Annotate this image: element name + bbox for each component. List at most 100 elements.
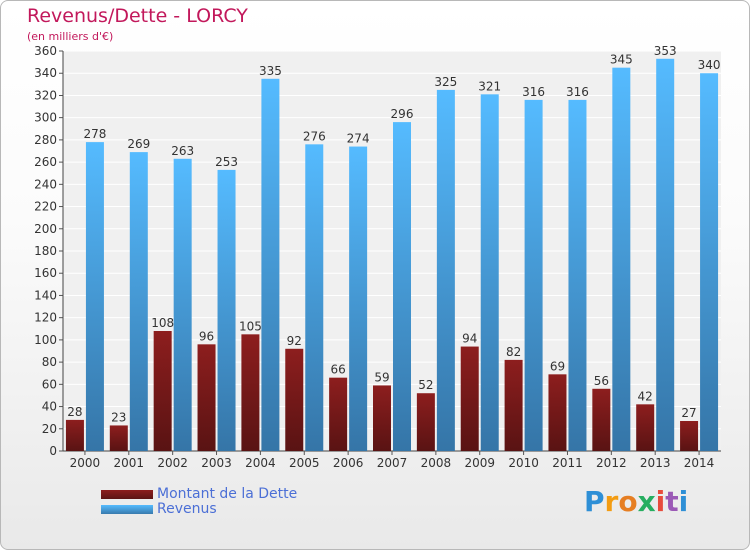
bar-revenus bbox=[261, 78, 280, 452]
data-label: 325 bbox=[434, 75, 457, 89]
data-label: 278 bbox=[83, 127, 106, 141]
y-tick-label: 340 bbox=[34, 66, 57, 80]
bar-dette bbox=[197, 344, 216, 451]
y-tick-label: 80 bbox=[42, 355, 57, 369]
bar-dette bbox=[592, 388, 611, 451]
y-tick-label: 260 bbox=[34, 155, 57, 169]
data-label: 335 bbox=[259, 64, 282, 78]
x-tick-label: 2003 bbox=[201, 456, 232, 470]
y-tick-label: 280 bbox=[34, 133, 57, 147]
bar-dette bbox=[504, 359, 523, 451]
y-tick-label: 200 bbox=[34, 222, 57, 236]
bar-revenus bbox=[85, 142, 104, 451]
bar-dette bbox=[109, 425, 128, 451]
data-label: 59 bbox=[374, 370, 389, 384]
legend-label-dette: Montant de la Dette bbox=[157, 486, 298, 502]
x-tick-label: 2002 bbox=[157, 456, 188, 470]
y-tick-label: 40 bbox=[42, 400, 57, 414]
bar-dette bbox=[285, 348, 304, 451]
y-tick-label: 220 bbox=[34, 200, 57, 214]
logo-letter: x bbox=[637, 485, 656, 518]
y-tick-label: 160 bbox=[34, 266, 57, 280]
y-tick-label: 120 bbox=[34, 311, 57, 325]
logo-letter: i bbox=[655, 485, 666, 518]
bar-dette bbox=[153, 331, 172, 451]
x-tick-label: 2001 bbox=[114, 456, 145, 470]
proxiti-logo: Proxiti bbox=[584, 485, 688, 518]
bar-dette bbox=[65, 419, 84, 451]
legend-swatch-dette bbox=[101, 490, 153, 499]
data-label: 274 bbox=[347, 132, 370, 146]
data-label: 69 bbox=[550, 359, 565, 373]
chart-subtitle: (en milliers d'€) bbox=[27, 30, 114, 43]
bar-revenus bbox=[480, 94, 499, 451]
y-tick-label: 300 bbox=[34, 111, 57, 125]
data-label: 82 bbox=[506, 345, 521, 359]
data-label: 353 bbox=[654, 44, 677, 58]
x-tick-label: 2010 bbox=[508, 456, 539, 470]
y-tick-label: 180 bbox=[34, 244, 57, 258]
y-tick-label: 0 bbox=[49, 444, 57, 458]
x-tick-label: 2008 bbox=[421, 456, 452, 470]
data-label: 345 bbox=[610, 53, 633, 67]
logo-letter: i bbox=[678, 485, 689, 518]
x-tick-label: 2006 bbox=[333, 456, 364, 470]
data-label: 94 bbox=[462, 332, 477, 346]
logo-letter: t bbox=[665, 485, 679, 518]
data-label: 66 bbox=[330, 363, 345, 377]
bar-revenus bbox=[217, 169, 236, 451]
bar-revenus bbox=[524, 99, 543, 451]
data-label: 28 bbox=[67, 405, 82, 419]
data-label: 27 bbox=[681, 406, 696, 420]
data-label: 340 bbox=[698, 58, 721, 72]
data-label: 316 bbox=[566, 85, 589, 99]
logo-letter: o bbox=[618, 485, 638, 518]
logo-letter: r bbox=[604, 485, 619, 518]
x-tick-label: 2014 bbox=[684, 456, 715, 470]
data-label: 276 bbox=[303, 129, 326, 143]
data-label: 56 bbox=[594, 374, 609, 388]
bar-dette bbox=[241, 334, 260, 451]
bar-dette bbox=[373, 385, 391, 451]
bar-revenus bbox=[173, 158, 192, 451]
bar-revenus bbox=[700, 73, 719, 451]
x-tick-label: 2011 bbox=[552, 456, 583, 470]
bar-dette bbox=[548, 374, 567, 451]
legend-label-revenus: Revenus bbox=[157, 501, 217, 517]
y-tick-label: 140 bbox=[34, 288, 57, 302]
data-label: 321 bbox=[478, 79, 501, 93]
data-label: 269 bbox=[127, 137, 150, 151]
y-tick-label: 60 bbox=[42, 377, 57, 391]
bar-revenus bbox=[129, 152, 148, 451]
bar-revenus bbox=[393, 122, 411, 451]
x-tick-label: 2007 bbox=[377, 456, 408, 470]
data-label: 263 bbox=[171, 144, 194, 158]
bar-revenus bbox=[568, 99, 587, 451]
x-tick-label: 2009 bbox=[464, 456, 495, 470]
bar-revenus bbox=[305, 144, 324, 452]
y-tick-label: 360 bbox=[34, 44, 57, 58]
data-label: 296 bbox=[391, 107, 414, 121]
x-tick-label: 2013 bbox=[640, 456, 671, 470]
chart-title: Revenus/Dette - LORCY bbox=[27, 5, 248, 27]
data-label: 52 bbox=[418, 378, 433, 392]
data-label: 316 bbox=[522, 85, 545, 99]
y-tick-label: 320 bbox=[34, 88, 57, 102]
data-label: 108 bbox=[151, 316, 174, 330]
bar-dette bbox=[680, 421, 699, 451]
data-label: 42 bbox=[638, 389, 653, 403]
bar-revenus bbox=[436, 89, 455, 451]
bar-dette bbox=[416, 393, 435, 451]
data-label: 92 bbox=[287, 334, 302, 348]
y-tick-label: 20 bbox=[42, 422, 57, 436]
data-label: 96 bbox=[199, 329, 214, 343]
legend-swatch-revenus bbox=[101, 505, 153, 514]
bar-dette bbox=[636, 404, 655, 451]
x-tick-label: 2000 bbox=[70, 456, 101, 470]
bar-dette bbox=[329, 377, 348, 451]
bar-revenus bbox=[349, 146, 368, 452]
x-tick-label: 2005 bbox=[289, 456, 320, 470]
x-tick-label: 2004 bbox=[245, 456, 276, 470]
